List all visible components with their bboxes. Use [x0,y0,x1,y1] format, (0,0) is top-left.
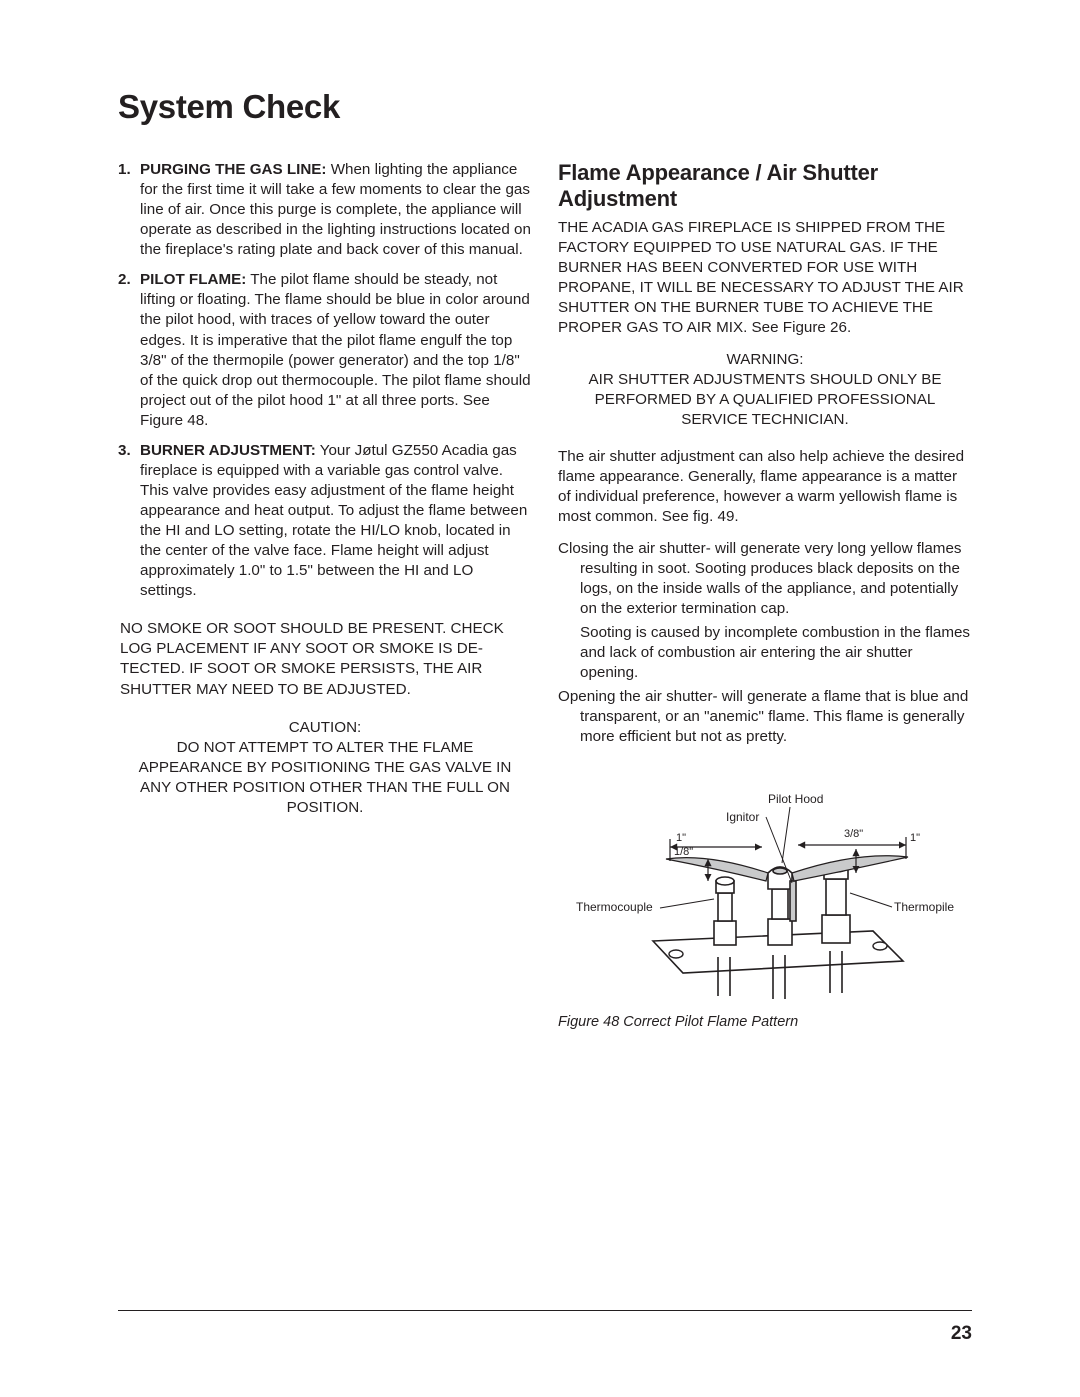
item-lead: PURGING THE GAS LINE: [140,161,326,178]
warning-body: AIR SHUTTER ADJUSTMENTS SHOULD ONLY BE P… [568,370,962,430]
dim-1-left-label: 1" [676,832,686,844]
item-text: The pilot flame should be steady, not li… [140,271,531,428]
footer-rule [118,1310,972,1311]
warning-title: WARNING: [568,350,962,370]
dim-1-right-label: 1" [910,832,920,844]
item-number: 2. [118,270,131,290]
section-subtitle: Flame Appearance / Air Shutter Adjustmen… [558,160,972,212]
page-number: 23 [951,1323,972,1345]
item-lead: PILOT FLAME: [140,271,246,288]
thermocouple-label: Thermocouple [576,900,653,914]
item-number: 1. [118,160,131,180]
list-item: 1. PURGING THE GAS LINE: When lighting t… [118,160,532,260]
item-lead: BURNER ADJUSTMENT: [140,442,316,459]
thermopile-label: Thermopile [894,900,954,914]
right-column: Flame Appearance / Air Shutter Adjustmen… [558,160,972,1030]
caution-block: CAUTION: DO NOT ATTEMPT TO ALTER THE FLA… [118,718,532,818]
caution-body: DO NOT ATTEMPT TO ALTER THE FLAME APPEAR… [128,738,522,818]
list-item: 2. PILOT FLAME: The pilot flame should b… [118,270,532,431]
dim-3-8-label: 3/8" [844,828,863,840]
caution-title: CAUTION: [128,718,522,738]
intro-paragraph: THE ACADIA GAS FIREPLACE IS SHIPPED FROM… [558,218,972,338]
opening-shutter-text: Opening the air shutter- will generate a… [558,687,972,747]
dim-1-8-label: 1/8" [674,846,693,858]
closing-shutter-text: Closing the air shutter- will generate v… [558,539,972,619]
ignitor-label: Ignitor [726,810,759,824]
left-column: 1. PURGING THE GAS LINE: When lighting t… [118,160,532,1030]
two-column-layout: 1. PURGING THE GAS LINE: When lighting t… [118,160,972,1030]
sooting-cause-text: Sooting is caused by incomplete combusti… [558,623,972,683]
page-title: System Check [118,88,972,126]
figure-caption: Figure 48 Correct Pilot Flame Pattern [558,1014,972,1030]
soot-warning-text: NO SMOKE OR SOOT SHOULD BE PRESENT. CHEC… [118,619,532,699]
pilot-hood-label: Pilot Hood [768,792,823,806]
pilot-flame-diagram: 1/8" 1" 3/8" [558,781,978,1001]
list-item: 3. BURNER ADJUSTMENT: Your Jøtul GZ550 A… [118,441,532,602]
warning-block: WARNING: AIR SHUTTER ADJUSTMENTS SHOULD … [568,350,962,430]
item-text: Your Jøtul GZ550 Acadia gas fireplace is… [140,442,527,599]
air-shutter-paragraph: The air shutter adjustment can also help… [558,447,972,527]
figure-48: 1/8" 1" 3/8" [558,781,972,1030]
item-number: 3. [118,441,131,461]
numbered-list: 1. PURGING THE GAS LINE: When lighting t… [118,160,532,601]
